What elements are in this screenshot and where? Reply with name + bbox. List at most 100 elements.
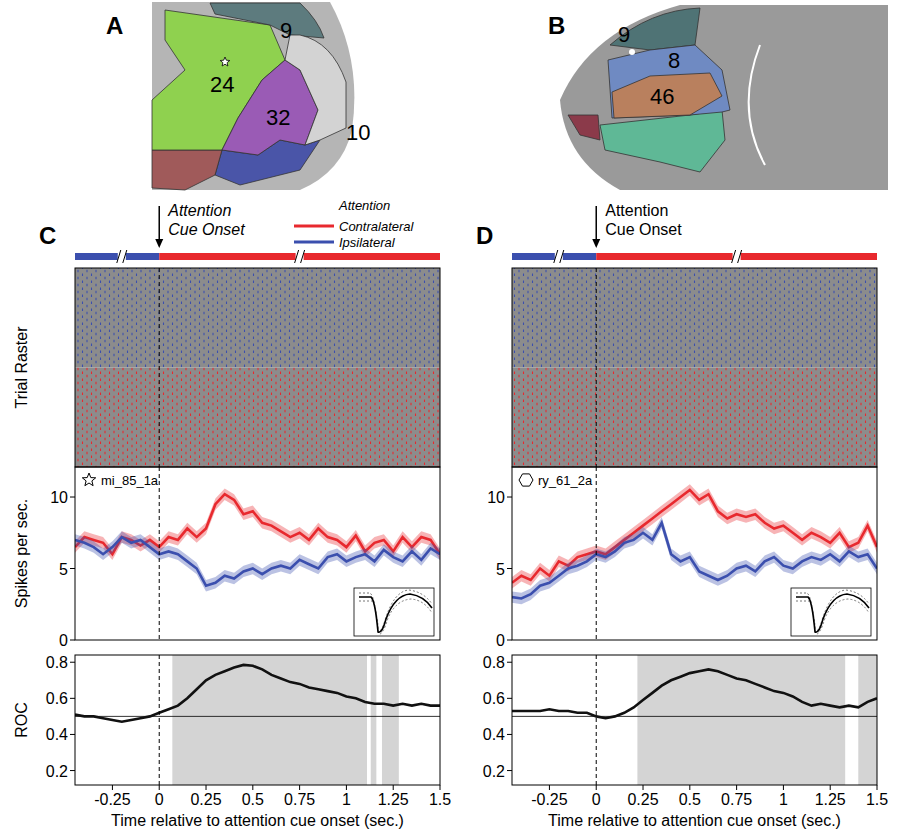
y-tick: [70, 497, 75, 498]
y-tick: [70, 734, 75, 735]
panel-letter: D: [476, 222, 493, 249]
region: [610, 8, 700, 50]
diagram-b: 9846: [560, 5, 888, 190]
diagram-a: 2493210: [152, 2, 370, 190]
cell-marker: [82, 473, 95, 486]
waveform-inset: [791, 588, 871, 636]
panel-letter: C: [39, 222, 56, 249]
waveform-sd: [796, 599, 869, 634]
waveform: [359, 594, 432, 632]
region: [210, 3, 324, 38]
y-tick-label: 0.4: [46, 726, 68, 743]
cue-line: [159, 467, 160, 640]
region: [568, 115, 600, 140]
x-tick: [299, 785, 300, 790]
x-tick-label: 0.5: [242, 791, 264, 808]
region-label: 9: [618, 22, 630, 47]
brain-outline: [560, 5, 888, 190]
waveform-sd: [359, 599, 432, 634]
rate-line: [512, 523, 877, 599]
x-tick-label: -0.25: [531, 791, 568, 808]
y-tick: [70, 662, 75, 663]
site-marker: [629, 49, 635, 55]
x-tick-label: 1.5: [429, 791, 451, 808]
x-tick: [689, 785, 690, 790]
cue-label-line: Attention: [167, 202, 231, 219]
break-slash: [738, 250, 742, 263]
roc-marks: [512, 655, 877, 785]
region: [152, 150, 222, 190]
raster-contra: [512, 368, 877, 468]
y-tick: [507, 568, 512, 569]
roc-line: [512, 669, 877, 718]
inset-frame: [791, 588, 871, 636]
x-tick-label: -0.25: [94, 791, 131, 808]
significance-band: [637, 655, 845, 785]
roc-marks: [75, 655, 440, 785]
y-tick-label: 0.6: [46, 690, 68, 707]
legend-title: Attention: [338, 198, 390, 213]
y-tick: [70, 640, 75, 641]
break-slash: [732, 250, 736, 263]
cue-bar-ipsi: [75, 253, 159, 260]
sulcus-line: [749, 45, 765, 165]
cue-line: [596, 655, 597, 785]
cue-arrowhead: [592, 239, 600, 248]
legend-swatch: [294, 225, 334, 228]
rate-frame: [75, 467, 440, 640]
region: [600, 110, 725, 172]
roc-frame: [75, 655, 440, 785]
axis-title: Spikes per sec.: [13, 499, 30, 608]
y-tick: [70, 568, 75, 569]
region-label: 32: [266, 105, 290, 130]
x-tick: [549, 785, 550, 790]
x-tick: [877, 785, 878, 790]
legend-label: Ipsilateral: [339, 235, 396, 250]
x-tick-label: 1: [342, 791, 351, 808]
y-tick: [507, 698, 512, 699]
x-tick: [206, 785, 207, 790]
y-tick-label: 0.8: [483, 654, 505, 671]
rate-frame: [512, 467, 877, 640]
cell-marker: [519, 474, 533, 486]
raster-frame: [75, 268, 440, 467]
panel-letter: A: [106, 12, 123, 39]
axis-title: Trial Raster: [13, 326, 30, 409]
raster-frame: [512, 268, 877, 467]
cue-line: [159, 655, 160, 785]
cue-line: [596, 268, 597, 467]
y-tick: [507, 640, 512, 641]
cue-bar-break: [295, 250, 305, 263]
x-tick: [830, 785, 831, 790]
break-slash: [554, 250, 558, 263]
waveform-sd: [359, 590, 432, 631]
region: [612, 73, 722, 118]
break-gap: [118, 250, 126, 263]
y-tick: [507, 770, 512, 771]
x-tick-label: 0.75: [284, 791, 315, 808]
region-label: 9: [280, 18, 292, 43]
significance-band: [382, 655, 399, 785]
x-tick-label: 0: [155, 791, 164, 808]
x-tick: [596, 785, 597, 790]
y-tick-label: 10: [487, 489, 505, 506]
error-band: [75, 531, 440, 591]
significance-band: [371, 655, 377, 785]
x-tick-label: 1: [779, 791, 788, 808]
axis-title: Time relative to attention cue onset (se…: [111, 812, 404, 829]
region-label: 8: [668, 48, 680, 73]
region-label: 24: [210, 72, 234, 97]
legend-swatch: [294, 241, 334, 244]
region: [608, 45, 730, 118]
cue-label-line: Attention: [605, 202, 668, 219]
x-tick: [159, 785, 160, 790]
y-tick-label: 0.2: [483, 763, 505, 780]
legend-label: Contralateral: [339, 219, 415, 234]
significance-band: [858, 655, 877, 785]
cue-label-line: Cue Onset: [605, 221, 682, 238]
cue-label-line: Cue Onset: [168, 221, 245, 238]
waveform: [796, 594, 869, 632]
x-tick: [440, 785, 441, 790]
y-tick-label: 0.6: [483, 690, 505, 707]
raster-contra: [75, 368, 440, 468]
